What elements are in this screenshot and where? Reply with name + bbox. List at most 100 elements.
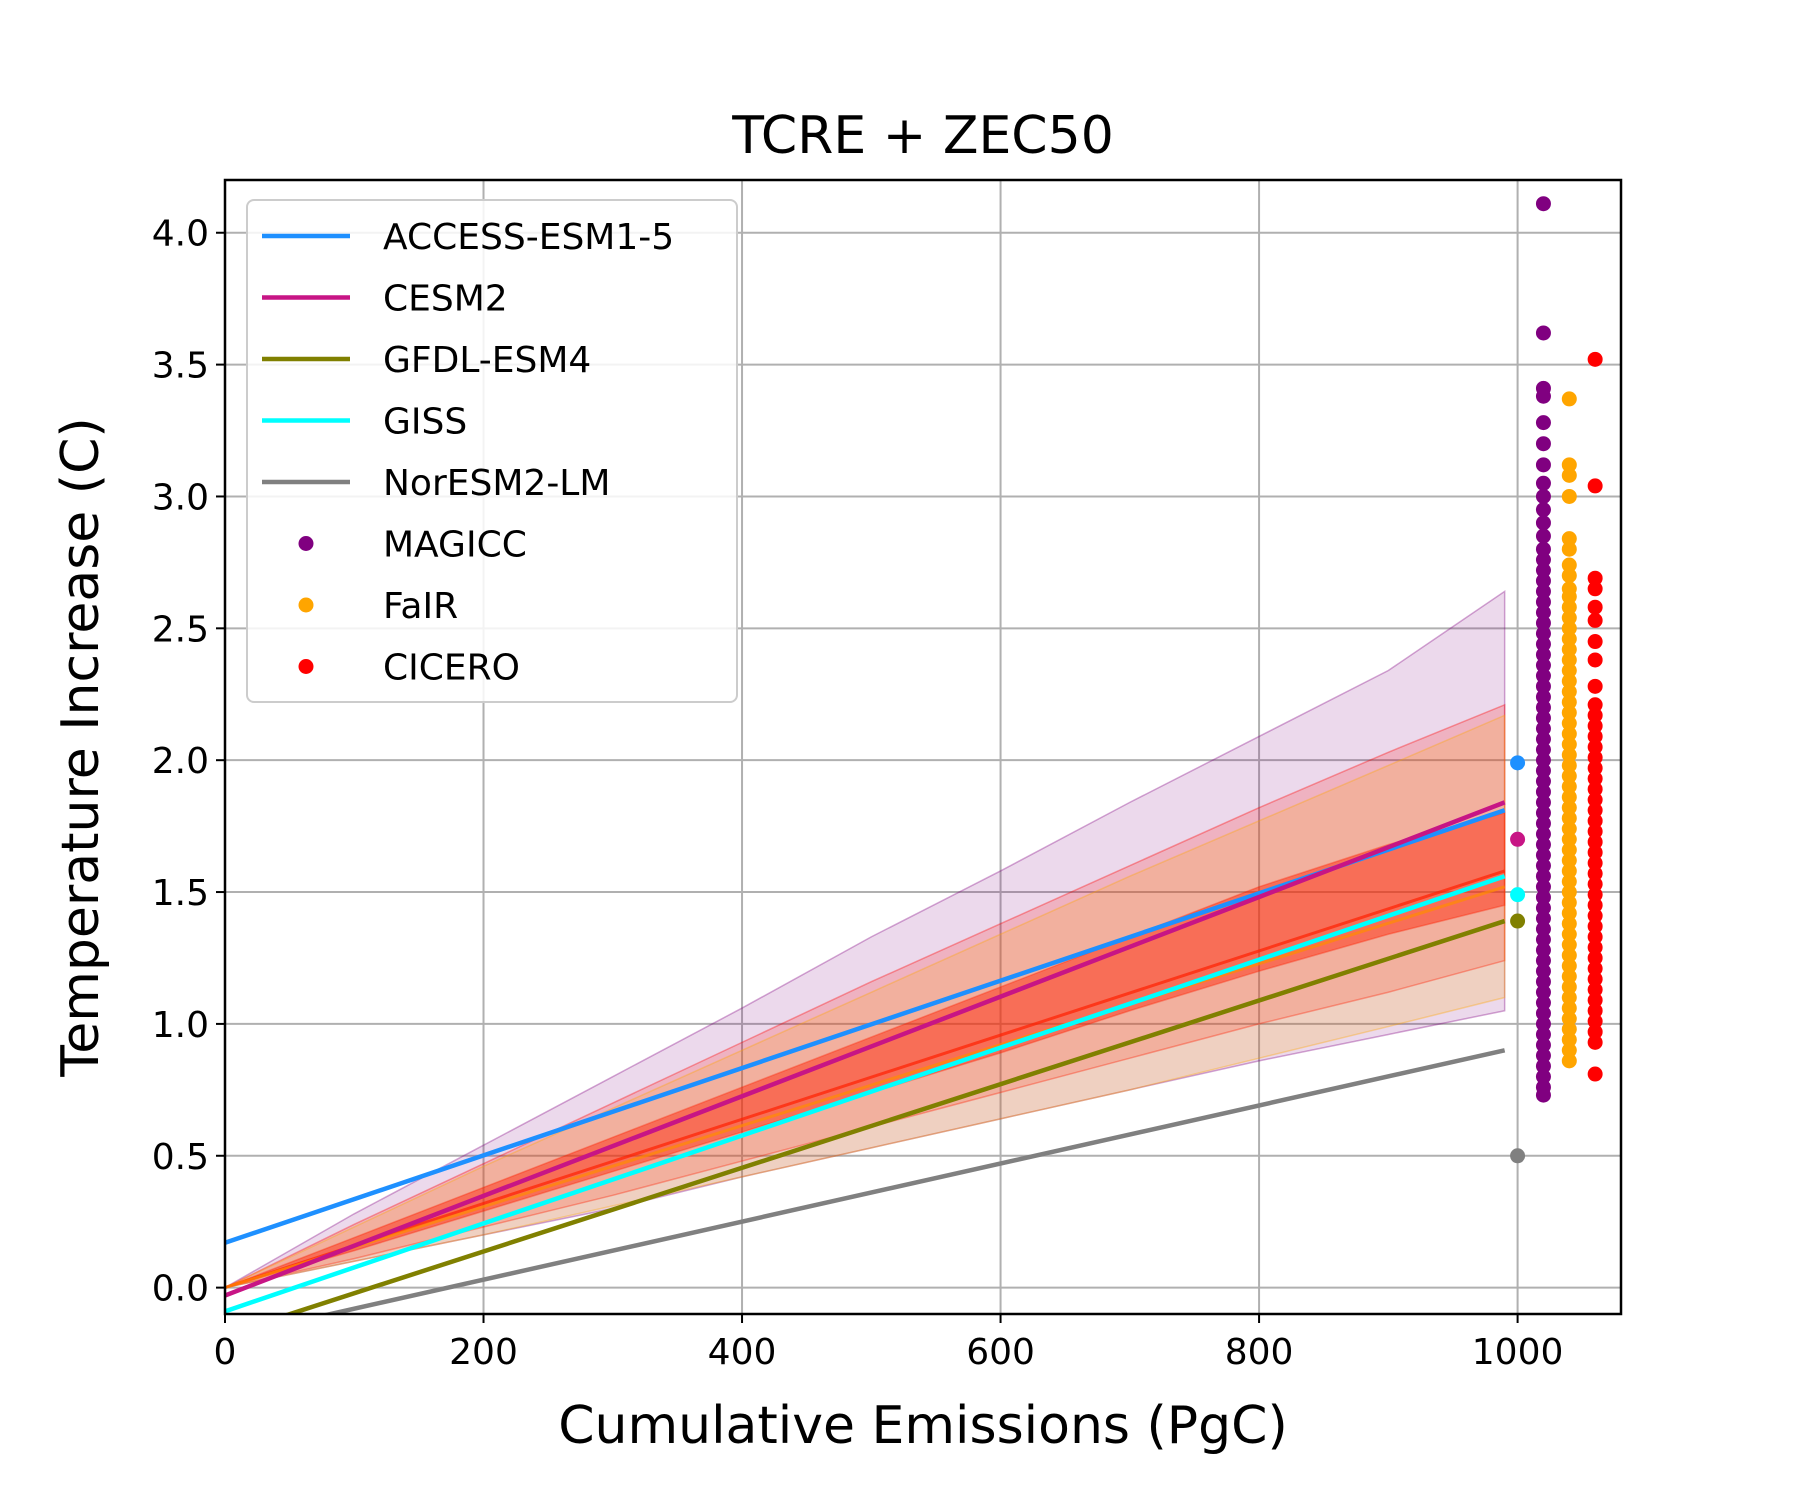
scatter-point-fair	[1561, 531, 1577, 547]
scatter-point-fair	[1561, 958, 1577, 974]
series-line-noresm2-lm	[320, 1048, 1506, 1314]
scatter-point-magicc	[1535, 953, 1551, 969]
scatter-point-fair	[1561, 810, 1577, 826]
x-tick-label: 200	[449, 1332, 518, 1373]
scatter-point-fair	[1561, 568, 1577, 584]
scatter-point-cicero	[1587, 1066, 1603, 1082]
y-tick-label: 3.5	[152, 346, 209, 387]
scatter-point-magicc	[1535, 752, 1551, 768]
scatter-point-fair	[1561, 863, 1577, 879]
scatter-point-fair	[1561, 673, 1577, 689]
scatter-magicc	[1535, 196, 1551, 1103]
scatter-point-cicero	[1587, 992, 1603, 1008]
scatter-point-fair	[1561, 905, 1577, 921]
scatter-cicero	[1587, 351, 1603, 1082]
scatter-point-cicero	[1587, 599, 1603, 615]
legend-item-giss: GISS	[262, 402, 467, 443]
legend-label: ACCESS-ESM1-5	[383, 217, 674, 258]
scatter-point-magicc	[1535, 1087, 1551, 1103]
scatter-point-cicero	[1587, 982, 1603, 998]
legend-item-access-esm1-5: ACCESS-ESM1-5	[262, 217, 674, 258]
y-tick-label: 0.5	[152, 1137, 209, 1178]
scatter-point-magicc	[1535, 784, 1551, 800]
scatter-point-fair	[1561, 610, 1577, 626]
scatter-point-magicc	[1535, 699, 1551, 715]
scatter-point-magicc	[1535, 668, 1551, 684]
plot-frame	[223, 178, 1623, 1316]
scatter-point-cicero	[1587, 939, 1603, 955]
legend-swatch-marker	[298, 536, 314, 551]
range-band-cicero-range	[225, 703, 1506, 1289]
scatter-point-magicc	[1535, 1037, 1551, 1053]
y-tick-label: 1.0	[152, 1005, 209, 1046]
zec50-marker-cesm2	[1510, 831, 1526, 847]
scatter-point-magicc	[1535, 858, 1551, 874]
scatter-point-magicc	[1535, 847, 1551, 863]
scatter-point-cicero	[1587, 897, 1603, 913]
scatter-point-fair	[1561, 457, 1577, 473]
scatter-point-magicc	[1535, 678, 1551, 694]
scatter-point-cicero	[1587, 652, 1603, 668]
legend-item-cicero: CICERO	[298, 648, 520, 689]
scatter-point-cicero	[1587, 855, 1603, 871]
scatter-point-cicero	[1587, 634, 1603, 650]
scatter-point-magicc	[1535, 837, 1551, 853]
scatter-point-magicc	[1535, 457, 1551, 473]
scatter-point-magicc	[1535, 657, 1551, 673]
scatter-point-fair	[1561, 842, 1577, 858]
scatter-point-cicero	[1587, 351, 1603, 367]
scatter-point-magicc	[1535, 388, 1551, 404]
scatter-point-fair	[1561, 831, 1577, 847]
scatter-point-magicc	[1535, 984, 1551, 1000]
scatter-point-cicero	[1587, 612, 1603, 628]
scatter-point-cicero	[1587, 950, 1603, 966]
scatter-point-cicero	[1587, 971, 1603, 987]
scatter-point-magicc	[1535, 573, 1551, 589]
scatter-point-cicero	[1587, 834, 1603, 850]
scatter-point-cicero	[1587, 581, 1603, 597]
scatter-point-cicero	[1587, 866, 1603, 882]
scatter-point-magicc	[1535, 562, 1551, 578]
scatter-point-magicc	[1535, 528, 1551, 544]
scatter-point-magicc	[1535, 1005, 1551, 1021]
scatter-point-magicc	[1535, 488, 1551, 504]
scatter-point-cicero	[1587, 887, 1603, 903]
scatter-point-cicero	[1587, 707, 1603, 723]
scatter-point-magicc	[1535, 436, 1551, 452]
scatter-point-cicero	[1587, 570, 1603, 586]
scatter-point-magicc	[1535, 415, 1551, 431]
scatter-point-magicc	[1535, 826, 1551, 842]
scatter-fair	[1561, 391, 1577, 1069]
scatter-point-fair	[1561, 873, 1577, 889]
scatter-point-fair	[1561, 631, 1577, 647]
scatter-point-magicc	[1535, 963, 1551, 979]
scatter-point-cicero	[1587, 718, 1603, 734]
plot-area	[225, 196, 1603, 1314]
scatter-point-fair	[1561, 599, 1577, 615]
scatter-point-fair	[1561, 979, 1577, 995]
scatter-point-fair	[1561, 1021, 1577, 1037]
legend-label: GFDL-ESM4	[383, 340, 591, 381]
scatter-point-magicc	[1535, 689, 1551, 705]
scatter-point-fair	[1561, 800, 1577, 816]
scatter-point-magicc	[1535, 889, 1551, 905]
x-axis: 0 200 400 600 800 1000	[214, 1314, 1563, 1373]
y-tick-label: 1.5	[152, 873, 209, 914]
scatter-point-fair	[1561, 652, 1577, 668]
scatter-point-fair	[1561, 821, 1577, 837]
scatter-point-fair	[1561, 663, 1577, 679]
legend-label: CICERO	[383, 648, 520, 689]
scatter-point-magicc	[1535, 541, 1551, 557]
scatter-point-cicero	[1587, 678, 1603, 694]
scatter-point-magicc	[1535, 868, 1551, 884]
scatter-point-fair	[1561, 1053, 1577, 1069]
scatter-point-fair	[1561, 726, 1577, 742]
scatter-point-cicero	[1587, 1003, 1603, 1019]
y-axis: 0.0 0.5 1.0 1.5 2.0 2.5 3.0 3.5 4.0	[152, 214, 225, 1310]
scatter-point-magicc	[1535, 879, 1551, 895]
zec50-marker-gfdl-esm4	[1510, 913, 1526, 929]
scatter-point-magicc	[1535, 594, 1551, 610]
scatter-point-cicero	[1587, 1013, 1603, 1029]
legend-swatch-marker	[298, 597, 314, 613]
